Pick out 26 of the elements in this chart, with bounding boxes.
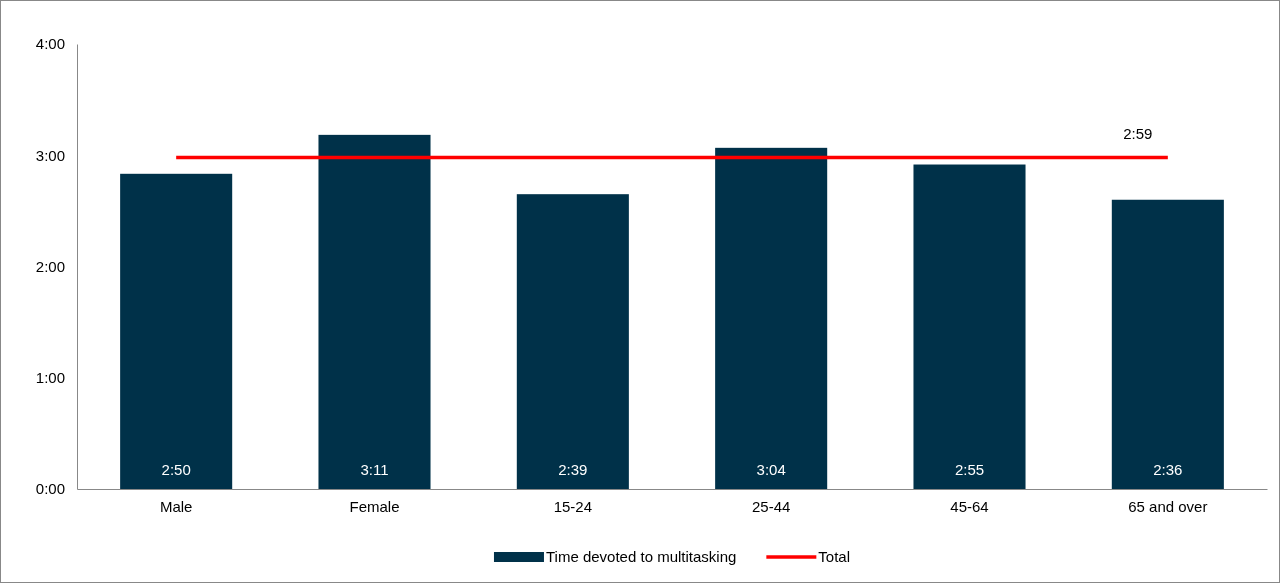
data-label: 3:11 [360, 461, 389, 478]
y-tick-label: 1:00 [35, 369, 65, 387]
y-tick-label: 0:00 [35, 480, 65, 498]
y-tick-label: 3:00 [35, 146, 65, 164]
data-label: 2:39 [558, 461, 588, 478]
x-tick-label: Female [349, 497, 400, 515]
y-tick-label: 4:00 [35, 35, 65, 53]
data-label: 2:36 [1153, 461, 1183, 478]
legend-label: Total [818, 548, 851, 565]
bar [516, 194, 629, 489]
data-label: 2:50 [161, 461, 191, 478]
bar [120, 173, 233, 489]
bar [318, 134, 431, 489]
x-tick-label: 65 and over [1128, 497, 1208, 515]
x-tick-label: 15-24 [553, 497, 593, 515]
bar [1111, 199, 1224, 489]
x-tick-label: 45-64 [950, 497, 989, 515]
x-tick-label: 25-44 [751, 497, 791, 515]
bar [913, 164, 1026, 489]
data-label: 3:04 [756, 461, 786, 478]
data-label: 2:59 [1123, 125, 1153, 143]
x-tick-label: Male [159, 497, 193, 515]
data-label: 2:55 [954, 461, 985, 478]
legend-label: Time devoted to multitasking [545, 548, 737, 565]
bar [715, 147, 828, 489]
y-tick-label: 2:00 [35, 257, 65, 275]
